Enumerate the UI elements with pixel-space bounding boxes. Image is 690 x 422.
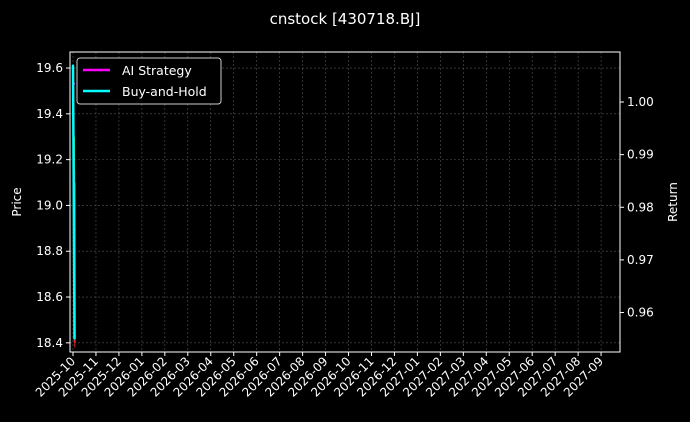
y-tick-label-right: 0.98 (627, 200, 654, 214)
legend: AI Strategy Buy-and-Hold (76, 57, 222, 105)
chart-title: cnstock [430718.BJ] (270, 10, 421, 28)
y-tick-label-right: 0.96 (627, 306, 654, 320)
y-tick-label-right: 1.00 (627, 95, 654, 109)
y-tick-label-left: 19.6 (36, 61, 63, 75)
y-tick-label-left: 19.4 (36, 107, 63, 121)
series-point (73, 338, 76, 340)
y-tick-label-left: 19.2 (36, 153, 63, 167)
series-point (72, 64, 74, 66)
plot-frame (69, 51, 621, 353)
legend-label-ai-strategy: AI Strategy (122, 63, 192, 78)
y-tick-label-left: 18.6 (36, 290, 63, 304)
y-axis-right-label: Return (666, 182, 680, 222)
series-line-buy-and-hold (71, 65, 76, 339)
y-tick-label-left: 19.0 (36, 198, 63, 212)
y-tick-label-right: 0.97 (627, 253, 654, 267)
y-tick-label-left: 18.8 (36, 244, 63, 258)
legend-label-buy-and-hold: Buy-and-Hold (122, 84, 207, 99)
series-point (72, 195, 75, 198)
y-tick-label-right: 0.99 (627, 148, 654, 162)
y-tick-label-left: 18.4 (36, 336, 63, 350)
y-axis-left-label: Price (10, 187, 24, 216)
legend-box (76, 57, 222, 105)
